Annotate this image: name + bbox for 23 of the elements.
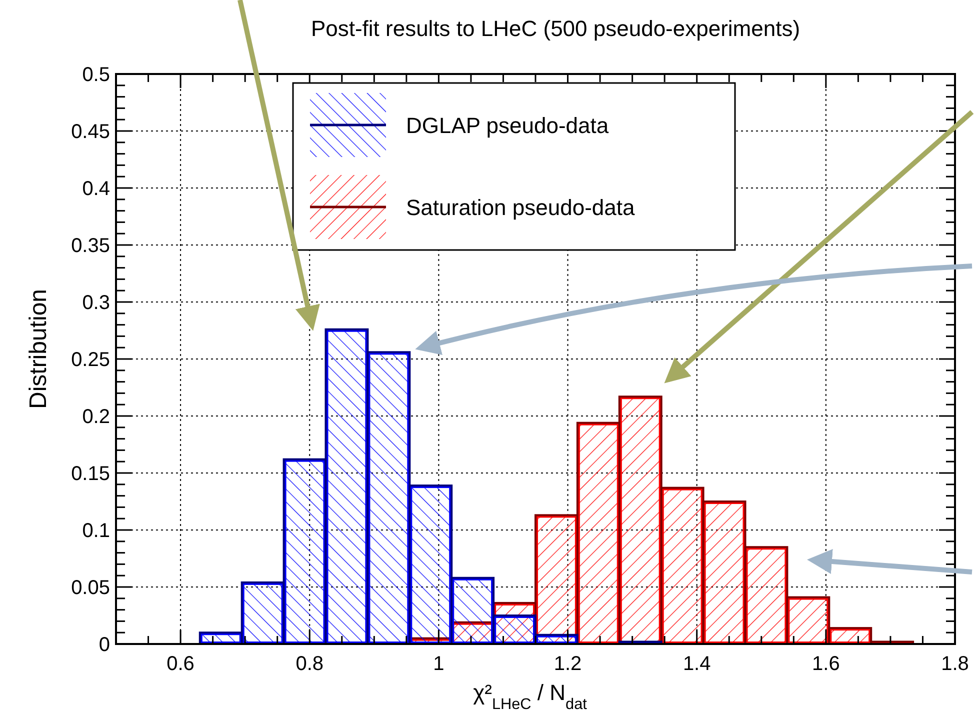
x-tick-label: 1.8 bbox=[941, 653, 969, 675]
y-tick-label: 0.4 bbox=[82, 178, 110, 200]
legend-label: Saturation pseudo-data bbox=[406, 195, 636, 220]
x-tick-label: 1 bbox=[433, 653, 444, 675]
y-tick-label: 0.35 bbox=[71, 235, 110, 257]
y-tick-label: 0 bbox=[98, 634, 110, 656]
y-tick-label: 0.15 bbox=[71, 463, 110, 485]
x-tick-label: 0.6 bbox=[166, 653, 194, 675]
x-tick-label: 1.2 bbox=[554, 653, 582, 675]
y-tick-label: 0.2 bbox=[82, 406, 110, 428]
y-tick-label: 0.5 bbox=[82, 64, 110, 86]
x-tick-label: 1.4 bbox=[682, 653, 711, 675]
legend-label: DGLAP pseudo-data bbox=[406, 113, 610, 138]
y-tick-label: 0.05 bbox=[71, 577, 110, 599]
x-axis-title: χ²$_{LHeC}$ / N$_{dat}$ bbox=[473, 680, 588, 712]
y-axis-title: Distribution bbox=[25, 288, 52, 410]
y-tick-label: 0.45 bbox=[71, 121, 110, 143]
x-tick-label: 1.6 bbox=[812, 653, 840, 675]
y-tick-label: 0.3 bbox=[82, 292, 110, 314]
y-tick-label: 0.25 bbox=[71, 349, 110, 371]
chart-title: Post-fit results to LHeC (500 pseudo-experiments) bbox=[310, 16, 800, 41]
y-tick-label: 0.1 bbox=[82, 520, 110, 542]
x-tick-label: 0.8 bbox=[296, 653, 324, 675]
